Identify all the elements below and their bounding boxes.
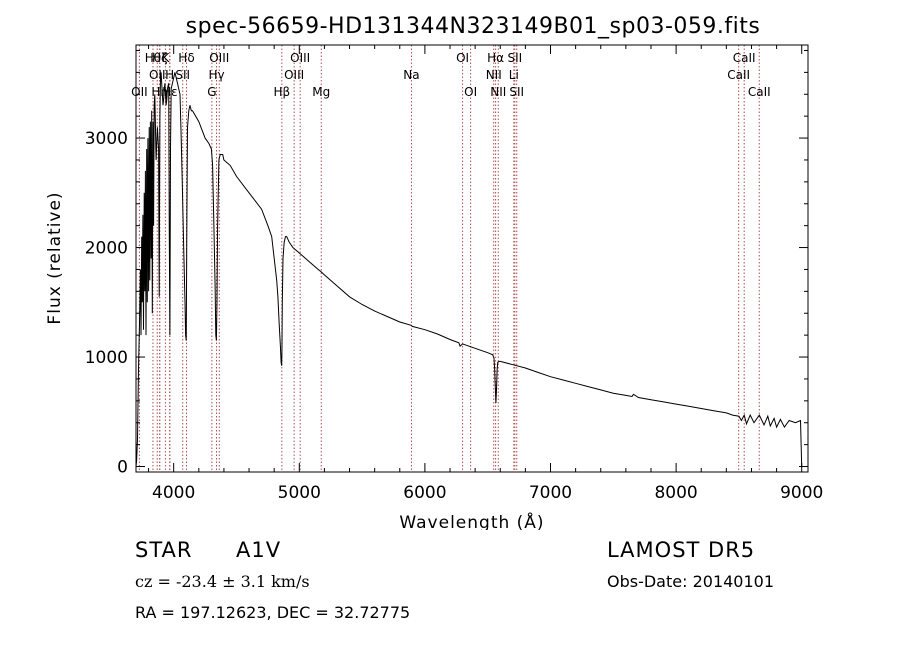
- line-marker-label-17: Na: [403, 68, 419, 82]
- x-tick-label: 9000: [780, 483, 823, 503]
- chart-title: spec-56659-HD131344N323149B01_sp03-059.f…: [186, 14, 761, 39]
- y-tick-label: 0: [117, 458, 128, 478]
- line-marker-label-23: Li: [509, 68, 519, 82]
- spectrum-chart: spec-56659-HD131344N323149B01_sp03-059.f…: [45, 14, 823, 530]
- line-marker-label-20: NII: [486, 68, 502, 82]
- line-marker-label-0: Hθ: [145, 51, 161, 65]
- x-tick-label: 4000: [152, 483, 195, 503]
- line-marker-label-24: SII: [507, 51, 522, 65]
- line-marker-label-18: OI: [456, 51, 469, 65]
- x-axis-ticks: 4000 5000 6000 7000 8000 9000: [148, 45, 823, 503]
- line-marker-label-5: K: [161, 51, 170, 65]
- x-tick-label: 7000: [529, 483, 572, 503]
- line-marker-label-2: OII: [131, 85, 148, 99]
- line-marker-label-14: OIII: [284, 68, 304, 82]
- y-axis-ticks: 0 1000 2000 3000: [85, 49, 808, 478]
- object-subclass: A1V: [236, 538, 282, 562]
- spectrum-series-line: [135, 72, 803, 467]
- line-marker-label-10: G: [207, 85, 216, 99]
- x-tick-label: 6000: [403, 483, 446, 503]
- line-marker-label-19: OI: [464, 85, 477, 99]
- line-marker-label-28: CaII: [748, 85, 771, 99]
- line-marker-label-13: Hβ: [273, 85, 290, 99]
- line-marker-label-11: Hγ: [208, 68, 224, 82]
- x-tick-label: 8000: [654, 483, 697, 503]
- x-axis-label: Wavelength (Å): [399, 511, 544, 530]
- x-tick-label: 5000: [278, 483, 321, 503]
- redshift-velocity: cz = -23.4 ± 3.1 km/s: [135, 572, 310, 591]
- line-marker-label-25: SII: [509, 85, 524, 99]
- line-marker-label-15: OIII: [290, 51, 310, 65]
- line-marker-label-4: Hζ: [152, 51, 168, 65]
- line-marker-label-6: H: [165, 68, 174, 82]
- line-marker-label-8: Hδ: [178, 51, 194, 65]
- observation-date: Obs-Date: 20140101: [607, 572, 775, 591]
- y-axis-label: Flux (relative): [45, 191, 65, 324]
- sky-coordinates: RA = 197.12623, DEC = 32.72775: [135, 603, 411, 622]
- line-marker-label-22: NII: [490, 85, 506, 99]
- object-class: STAR: [135, 538, 193, 562]
- spectral-line-markers: [138, 45, 760, 472]
- line-marker-label-9: SII: [175, 68, 190, 82]
- line-marker-label-27: CaII: [733, 51, 756, 65]
- line-marker-label-26: CaII: [727, 68, 750, 82]
- line-marker-label-16: Mg: [312, 85, 330, 99]
- line-marker-label-21: Hα: [487, 51, 504, 65]
- survey-name: LAMOST DR5: [607, 538, 756, 562]
- line-marker-label-1: OII: [149, 68, 166, 82]
- plot-frame: [135, 44, 809, 473]
- y-tick-label: 1000: [85, 348, 128, 368]
- line-marker-label-12: OIII: [209, 51, 229, 65]
- y-tick-label: 2000: [85, 239, 128, 259]
- y-tick-label: 3000: [85, 129, 128, 149]
